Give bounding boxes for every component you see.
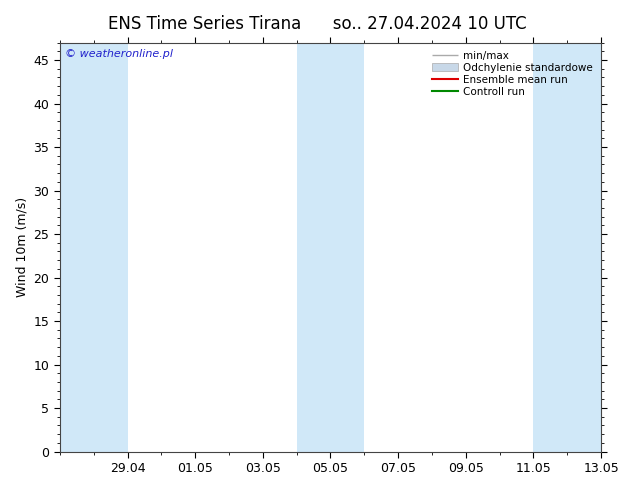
- Y-axis label: Wind 10m (m/s): Wind 10m (m/s): [15, 197, 28, 297]
- Legend: min/max, Odchylenie standardowe, Ensemble mean run, Controll run: min/max, Odchylenie standardowe, Ensembl…: [429, 48, 596, 100]
- Text: ENS Time Series Tirana      so.. 27.04.2024 10 UTC: ENS Time Series Tirana so.. 27.04.2024 1…: [108, 15, 526, 33]
- Bar: [60, 43, 127, 452]
- Bar: [533, 43, 601, 452]
- Bar: [297, 43, 365, 452]
- Text: © weatheronline.pl: © weatheronline.pl: [65, 49, 173, 59]
